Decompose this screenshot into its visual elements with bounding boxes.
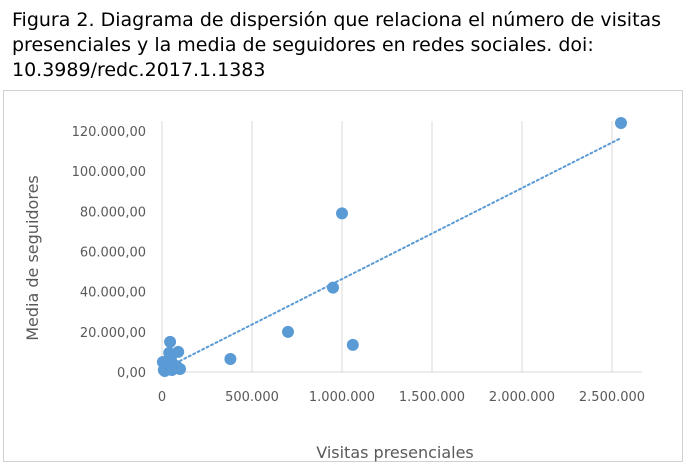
data-point [282,325,294,338]
x-axis-title: Visitas presenciales [316,443,474,462]
data-point [327,281,339,294]
y-tick-label: 120.000,00 [72,125,146,140]
chart-frame [3,90,683,462]
x-tick-label: 2.000.000 [489,390,555,405]
x-tick-labels: 0 500.000 1.000.000 1.500.000 2.000.000 2.500… [158,390,645,405]
y-tick-label: 80.000,00 [80,205,146,220]
data-point [172,345,185,358]
y-tick-label: 100.000,00 [72,165,146,180]
x-tick-label: 1.000.000 [309,390,375,405]
y-tick-label: 40.000,00 [80,286,146,301]
x-tick-label: 0 [158,390,166,405]
x-tick-label: 2.500.000 [579,390,645,405]
y-tick-label: 20.000,00 [80,326,146,341]
grid-lines [161,121,642,373]
data-point [336,207,348,220]
y-tick-labels: 0,00 20.000,00 40.000,00 60.000,00 80.000,00… [72,125,146,381]
data-point [174,362,186,375]
trendline-group [161,137,622,371]
x-tick-label: 500.000 [225,390,279,405]
figure-caption: Figura 2. Diagrama de dispersión que rel… [12,9,662,81]
data-point [224,352,237,365]
data-point [615,116,627,129]
data-points [156,116,627,377]
trendline [161,137,622,371]
y-tick-label: 60.000,00 [80,246,146,261]
x-tick-label: 1.500.000 [399,390,465,405]
data-point [164,335,177,348]
y-axis-title: Media de seguidores [23,175,42,341]
data-point [346,338,359,351]
y-tick-label: 0,00 [117,366,146,381]
